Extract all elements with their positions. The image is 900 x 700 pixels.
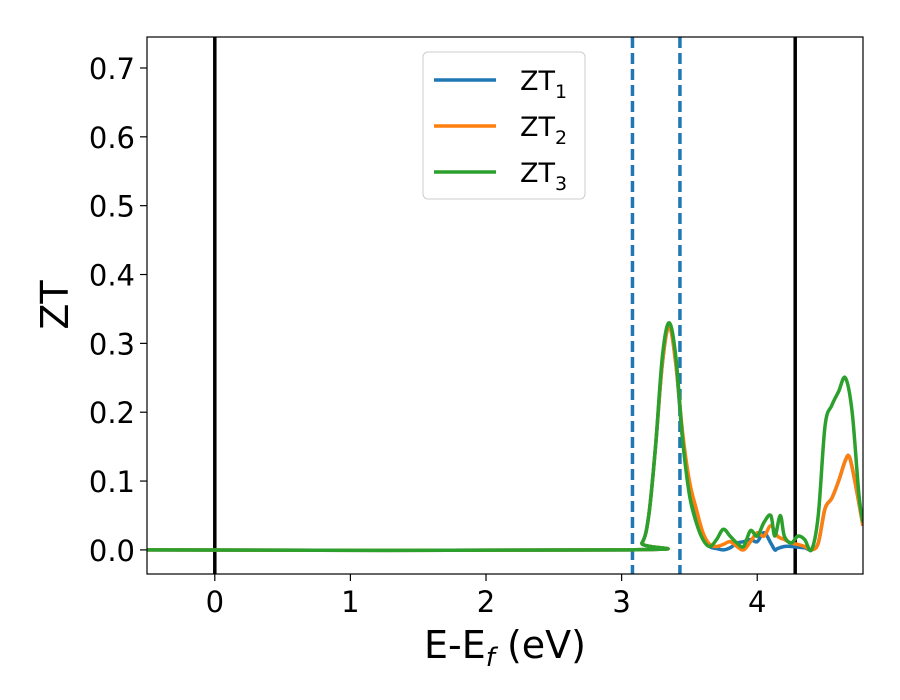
vertical-reference-lines xyxy=(213,37,797,574)
y-tick-label: 0.4 xyxy=(89,259,135,293)
legend-label: ZT1 xyxy=(520,66,567,103)
legend-label: ZT3 xyxy=(520,158,567,195)
y-axis-ticks: 0.0 0.1 0.2 0.3 0.4 0.5 0.6 0.7 xyxy=(89,52,147,568)
y-tick-label: 0.3 xyxy=(89,327,135,361)
x-tick-label: 1 xyxy=(341,585,359,619)
x-axis-title: E-Ef (eV) xyxy=(424,623,586,673)
series-line-3 xyxy=(147,320,863,553)
x-axis-ticks: 0 1 2 3 4 xyxy=(206,574,766,619)
y-tick-label: 0.5 xyxy=(89,190,135,224)
legend: ZT1 ZT2 ZT3 xyxy=(422,51,586,200)
y-tick-label: 0.2 xyxy=(89,396,135,430)
legend-item-1: ZT1 xyxy=(434,66,567,103)
legend-label: ZT2 xyxy=(520,112,567,149)
series-lines xyxy=(147,320,863,553)
y-tick-label: 0.7 xyxy=(89,52,135,86)
legend-box xyxy=(422,51,586,200)
y-axis-title: ZT xyxy=(33,280,77,330)
legend-item-3: ZT3 xyxy=(434,158,567,195)
x-tick-label: 4 xyxy=(748,585,766,619)
x-axis-title-unit: (eV) xyxy=(495,623,586,667)
x-tick-label: 2 xyxy=(477,585,495,619)
x-tick-label: 3 xyxy=(612,585,630,619)
y-tick-label: 0.0 xyxy=(89,534,135,568)
plot-frame xyxy=(146,36,864,575)
y-tick-label: 0.1 xyxy=(89,465,135,499)
y-tick-label: 0.6 xyxy=(89,121,135,155)
legend-item-2: ZT2 xyxy=(434,112,567,149)
x-tick-label: 0 xyxy=(206,585,224,619)
